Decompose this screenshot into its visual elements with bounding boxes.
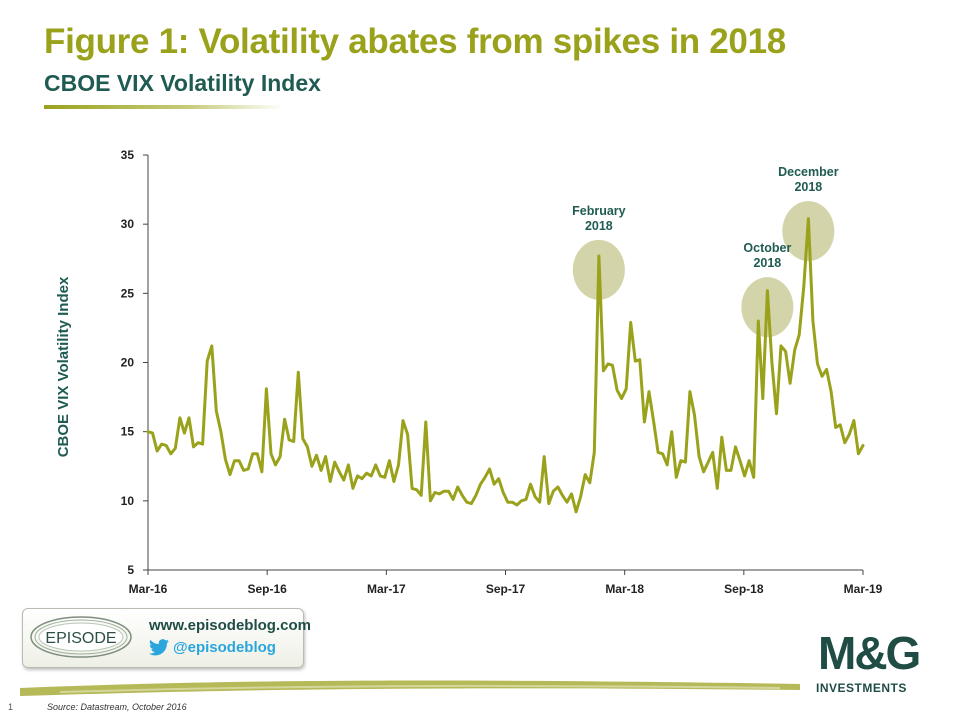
twitter-handle-link[interactable]: @episodeblog bbox=[149, 639, 276, 656]
page-subtitle: CBOE VIX Volatility Index bbox=[44, 70, 321, 96]
page-title: Figure 1: Volatility abates from spikes … bbox=[44, 22, 786, 61]
x-tick-label: Sep-17 bbox=[486, 582, 526, 596]
brand-logo: M&G bbox=[818, 627, 921, 679]
source-note: Source: Datastream, October 2016 bbox=[47, 702, 187, 712]
title-divider bbox=[44, 105, 284, 109]
episode-logo: EPISODE bbox=[30, 616, 132, 658]
x-tick-label: Sep-18 bbox=[724, 582, 764, 596]
episode-logo-text: EPISODE bbox=[45, 630, 116, 647]
annotation-label: December 2018 bbox=[778, 165, 839, 194]
twitter-bird-icon bbox=[149, 639, 169, 656]
annotation-label: February 2018 bbox=[572, 204, 626, 233]
x-tick-label: Mar-16 bbox=[129, 582, 168, 596]
x-tick-label: Mar-18 bbox=[605, 582, 644, 596]
page-number: 1 bbox=[8, 702, 14, 712]
y-tick-label: 15 bbox=[121, 425, 135, 439]
x-tick-label: Mar-19 bbox=[844, 582, 883, 596]
annotation-label: October 2018 bbox=[743, 241, 791, 270]
y-tick-label: 5 bbox=[127, 563, 134, 577]
x-tick-label: Sep-16 bbox=[247, 582, 287, 596]
y-tick-label: 35 bbox=[121, 148, 135, 162]
footer-swoosh bbox=[20, 680, 800, 696]
vix-line-chart: 5 10 15 20 25 30 35 Mar-16 Sep-16 Mar-17 Sep-17 Mar… bbox=[55, 148, 883, 596]
brand-logo-subtitle: INVESTMENTS bbox=[816, 681, 907, 695]
y-tick-label: 10 bbox=[121, 494, 135, 508]
vix-series-line bbox=[146, 217, 865, 514]
y-tick-label: 30 bbox=[121, 217, 135, 231]
y-tick-label: 20 bbox=[121, 356, 135, 370]
y-axis-label: CBOE VIX Volatility Index bbox=[55, 276, 72, 457]
twitter-handle-text: @episodeblog bbox=[173, 639, 276, 656]
x-tick-label: Mar-17 bbox=[367, 582, 406, 596]
episode-blog-badge[interactable]: EPISODE www.episodeblog.com @episodeblog bbox=[22, 608, 311, 668]
y-tick-label: 25 bbox=[121, 286, 135, 300]
blog-url-link[interactable]: www.episodeblog.com bbox=[149, 617, 311, 634]
